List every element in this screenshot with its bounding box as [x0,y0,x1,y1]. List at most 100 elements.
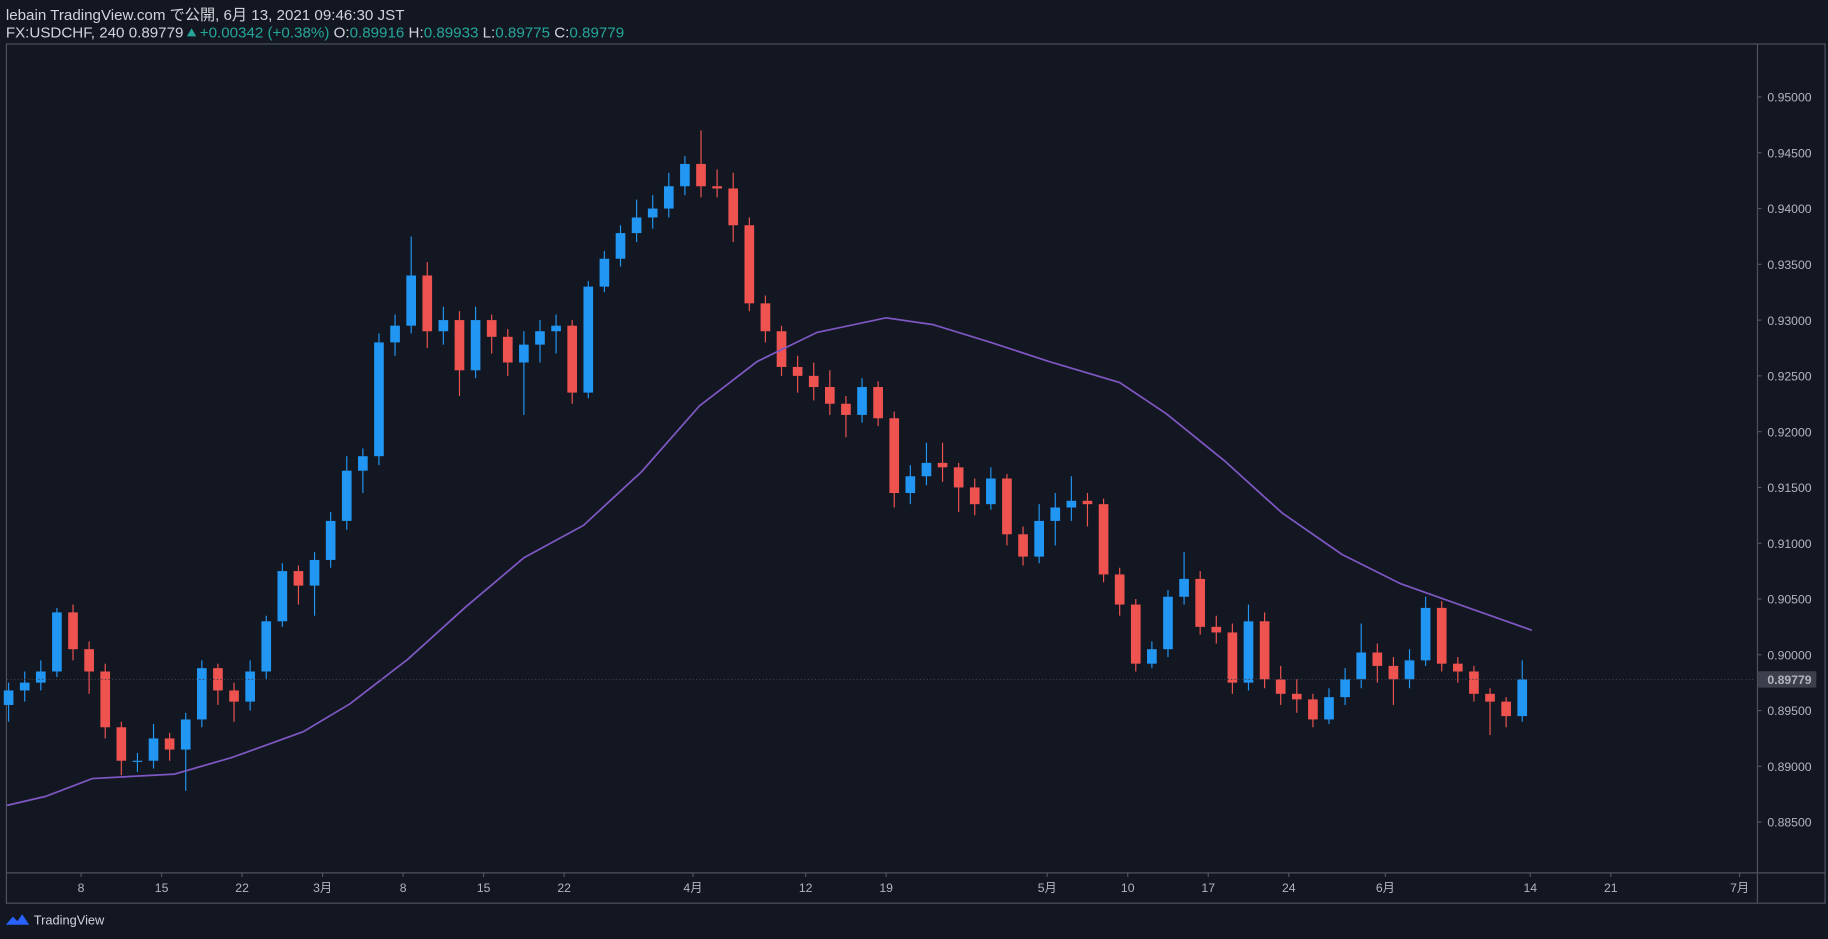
candle-body [953,467,964,488]
candle-body [873,387,883,419]
candle-body [599,258,610,287]
candle-body [1211,626,1222,633]
low-label: L: [483,25,496,42]
candle-body [1082,500,1093,505]
candle-body [1372,652,1383,666]
candle-body [1404,660,1415,680]
x-tick-label: 8 [78,881,85,895]
candle-body [100,671,111,728]
candle-body [84,649,94,672]
candle-body [712,186,722,189]
low-value: 0.89775 [495,25,550,42]
candle-body [583,286,594,393]
last-price-label: 0.89779 [1767,673,1811,687]
candle-body [647,208,658,218]
candle-body [245,671,255,702]
x-tick-label: 4月 [683,881,702,895]
candle-body [824,387,835,404]
candle-body [1050,507,1061,521]
candle-body [1308,699,1318,720]
candle-body [905,476,916,494]
chart-title: lebain TradingView.com で公開, 6月 13, 2021 … [6,7,405,24]
candle-body [1275,679,1286,694]
x-tick-label: 12 [799,881,813,895]
candle-body [197,668,207,720]
candle-body [180,719,191,750]
candle-body [1066,500,1077,508]
candle-body [663,186,674,209]
candle-body [1452,663,1463,672]
candle-body [116,727,127,761]
candle-body [454,320,465,371]
y-tick-label: 0.89000 [1767,760,1811,774]
x-tick-label: 3月 [313,881,332,895]
candle-body [760,303,771,332]
candle-body [132,760,143,762]
last-price-tag [1758,671,1817,688]
y-tick-label: 0.94500 [1767,146,1811,160]
candle-body [374,342,384,457]
y-tick-label: 0.89500 [1767,704,1811,718]
candle-body [1388,665,1399,680]
candle-body [1034,520,1044,557]
candle-body [551,325,561,332]
y-tick-label: 0.88500 [1767,816,1811,830]
outer-border [5,43,1826,904]
candle-body [341,470,352,521]
candle-body [1243,621,1254,683]
candle-body [680,163,690,187]
candle-body [502,336,513,363]
candle-body [615,233,626,259]
candle-body [1324,697,1334,720]
candle-body [841,403,851,415]
x-tick-label: 19 [879,881,893,895]
candle-body [229,690,239,702]
frame [5,43,1826,904]
candle-body [261,621,272,672]
plot-area [3,130,1756,807]
x-tick-label: 5月 [1038,881,1057,895]
candle-body [744,225,755,304]
candle-body [792,366,803,376]
y-tick-label: 0.90500 [1767,593,1811,607]
candle-body [728,188,739,226]
x-tick-label: 14 [1523,881,1537,895]
y-tick-label: 0.93500 [1767,258,1811,272]
candle-body [325,520,336,560]
y-tick-label: 0.91000 [1767,537,1811,551]
candle-body [35,671,46,683]
candle-body [1485,693,1495,702]
y-tick-label: 0.95000 [1767,91,1811,105]
brand-logo: TradingView [5,913,105,928]
x-tick-label: 15 [155,881,169,895]
y-tick-label: 0.91500 [1767,481,1811,495]
candle-body [1356,652,1367,680]
close-value: 0.89779 [569,25,624,42]
y-tick-label: 0.92000 [1767,425,1811,439]
candle-body [358,456,368,471]
candle-body [422,275,433,332]
candle-body [19,682,30,691]
candle-body [1340,679,1350,698]
candle-body [390,325,400,343]
candle-body [567,325,578,393]
candle-body [1114,574,1125,605]
candle-body [52,612,62,672]
candle-body [1195,578,1206,627]
y-tick-label: 0.94000 [1767,202,1811,216]
candle-body [631,217,642,234]
candle-body [1501,701,1511,717]
last-value: 0.89779 [129,25,184,42]
x-tick-label: 7月 [1730,881,1749,895]
symbol-legend: FX:USDCHF, 240 0.89779 +0.00342 (+0.38%) … [6,25,624,42]
moving-average [6,316,1533,807]
candle-body [1259,621,1270,680]
x-tick-label: 15 [477,881,491,895]
candle-body [937,462,948,468]
x-tick-label: 22 [235,881,249,895]
high-value: 0.89933 [424,25,479,42]
close-label: C: [554,25,569,42]
change: +0.00342 (+0.38%) [200,25,330,42]
